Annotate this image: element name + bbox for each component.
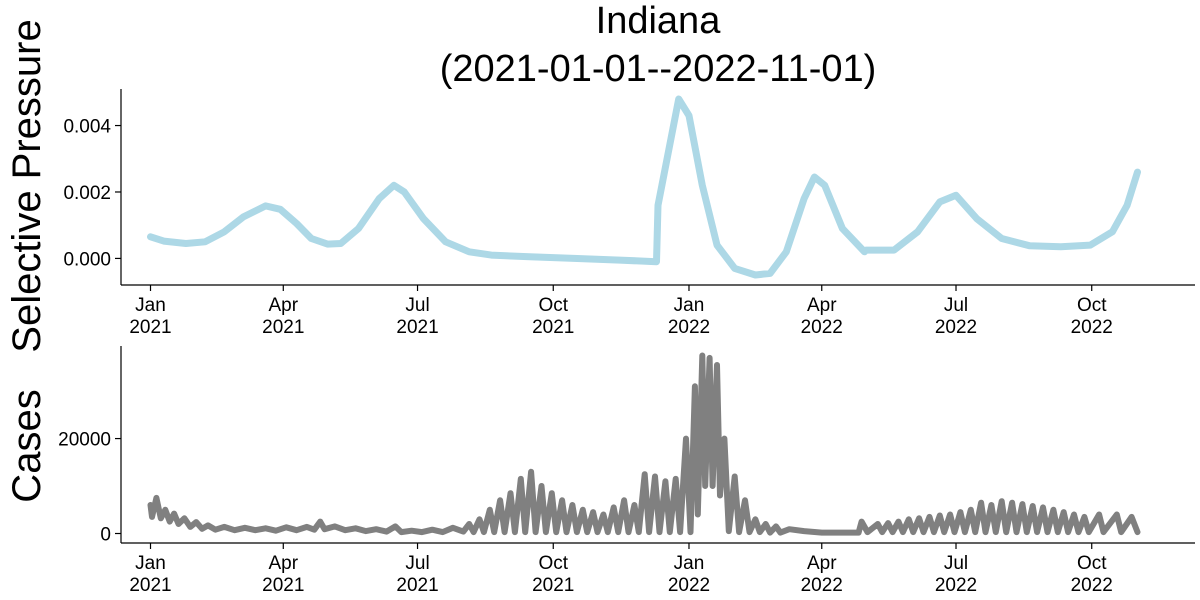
bottom-ylabel: Cases	[5, 389, 49, 502]
bottom-xtick-label-year: 2022	[801, 575, 843, 596]
top-xtick-label-month: Jul	[405, 295, 429, 316]
top-series-line	[147, 95, 1141, 279]
top-xtick-label-year: 2021	[262, 317, 304, 338]
top-ylabel: Selective Pressure	[5, 19, 49, 352]
top-xtick-label-year: 2022	[801, 317, 843, 338]
bottom-xtick-label-year: 2021	[396, 575, 438, 596]
bottom-xtick-label-month: Jul	[944, 553, 968, 574]
top-ytick-label: 0.002	[63, 183, 111, 204]
top-xtick-label-month: Apr	[268, 295, 298, 316]
top-xtick-label-year: 2022	[668, 317, 710, 338]
bottom-xtick-label-year: 2021	[262, 575, 304, 596]
bottom-xtick-label-month: Oct	[1077, 553, 1107, 574]
bottom-xtick-label-year: 2022	[668, 575, 710, 596]
top-xtick-label-year: 2022	[1071, 317, 1113, 338]
bottom-xtick-label-month: Jan	[674, 553, 705, 574]
bottom-series-line	[147, 352, 1141, 536]
bottom-xtick-label-year: 2022	[935, 575, 977, 596]
top-series	[147, 95, 1141, 279]
top-ytick-label: 0.004	[63, 117, 111, 138]
top-xtick-label-year: 2021	[396, 317, 438, 338]
selective-pressure-panel: Jan2021Apr2021Jul2021Oct2021Jan2022Apr20…	[63, 89, 1195, 338]
bottom-series	[147, 352, 1141, 536]
top-xtick-label-year: 2022	[935, 317, 977, 338]
top-xtick-label-month: Jul	[944, 295, 968, 316]
bottom-xtick-label-year: 2022	[1071, 575, 1113, 596]
top-xtick-label-month: Jan	[135, 295, 166, 316]
top-ytick-label: 0.000	[63, 249, 111, 270]
bottom-xtick-label-month: Jan	[135, 553, 166, 574]
top-xtick-label-month: Oct	[1077, 295, 1107, 316]
bottom-ytick-label: 20000	[58, 430, 111, 451]
bottom-xtick-label-month: Oct	[538, 553, 568, 574]
top-xtick-label-month: Jan	[674, 295, 705, 316]
bottom-ytick-label: 0	[100, 525, 111, 546]
cases-panel: Jan2021Apr2021Jul2021Oct2021Jan2022Apr20…	[58, 346, 1195, 596]
bottom-xtick-label-month: Jul	[405, 553, 429, 574]
bottom-xtick-label-year: 2021	[532, 575, 574, 596]
bottom-xtick-label-year: 2021	[129, 575, 171, 596]
bottom-xtick-label-month: Apr	[268, 553, 298, 574]
chart-title-line-1: Indiana	[596, 0, 722, 42]
top-xtick-label-year: 2021	[129, 317, 171, 338]
chart-title-line-2: (2021-01-01--2022-11-01)	[440, 48, 877, 90]
top-xtick-label-year: 2021	[532, 317, 574, 338]
top-xtick-label-month: Apr	[807, 295, 837, 316]
bottom-ticks: Jan2021Apr2021Jul2021Oct2021Jan2022Apr20…	[58, 430, 1113, 596]
top-ticks: Jan2021Apr2021Jul2021Oct2021Jan2022Apr20…	[63, 117, 1112, 338]
top-xtick-label-month: Oct	[538, 295, 568, 316]
bottom-xtick-label-month: Apr	[807, 553, 837, 574]
